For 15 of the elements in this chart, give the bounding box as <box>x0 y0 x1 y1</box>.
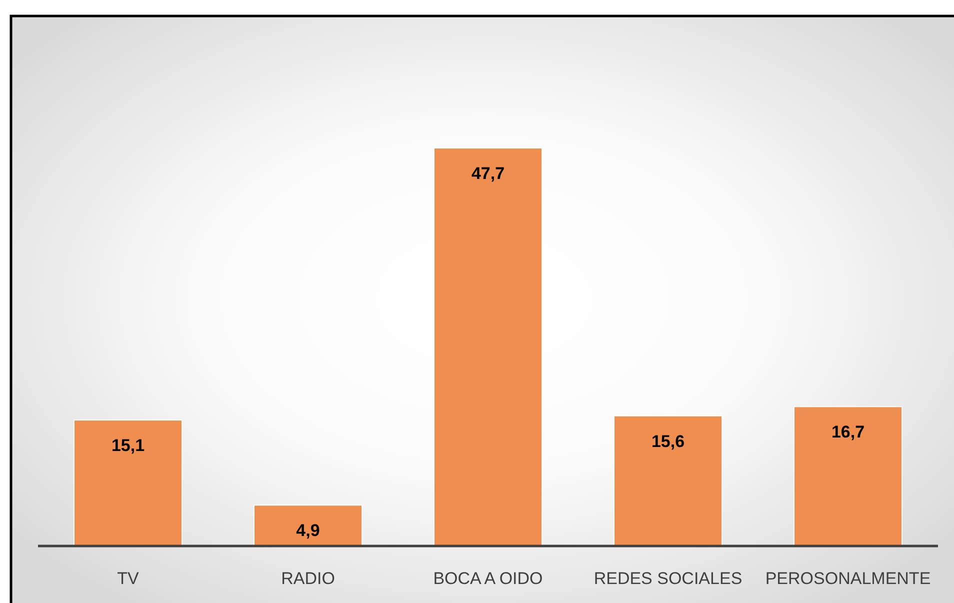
bar <box>254 504 362 546</box>
data-label: 15,1 <box>111 436 145 456</box>
bar <box>794 406 902 546</box>
bar <box>614 415 722 546</box>
bar <box>434 148 542 546</box>
data-label: 4,9 <box>296 521 320 540</box>
x-tick-label: PEROSONALMENTE <box>765 569 931 588</box>
x-tick-label: TV <box>117 569 140 588</box>
x-tick-label: REDES SOCIALES <box>594 569 742 588</box>
bar <box>74 420 182 546</box>
data-label: 47,7 <box>471 164 505 183</box>
x-tick-label: RADIO <box>281 569 335 588</box>
data-label: 16,7 <box>831 422 865 442</box>
data-label: 15,6 <box>651 432 685 451</box>
x-tick-label: BOCA A OIDO <box>433 569 543 588</box>
